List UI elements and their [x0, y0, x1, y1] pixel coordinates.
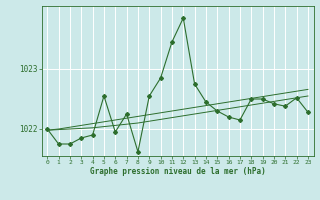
X-axis label: Graphe pression niveau de la mer (hPa): Graphe pression niveau de la mer (hPa) [90, 167, 266, 176]
